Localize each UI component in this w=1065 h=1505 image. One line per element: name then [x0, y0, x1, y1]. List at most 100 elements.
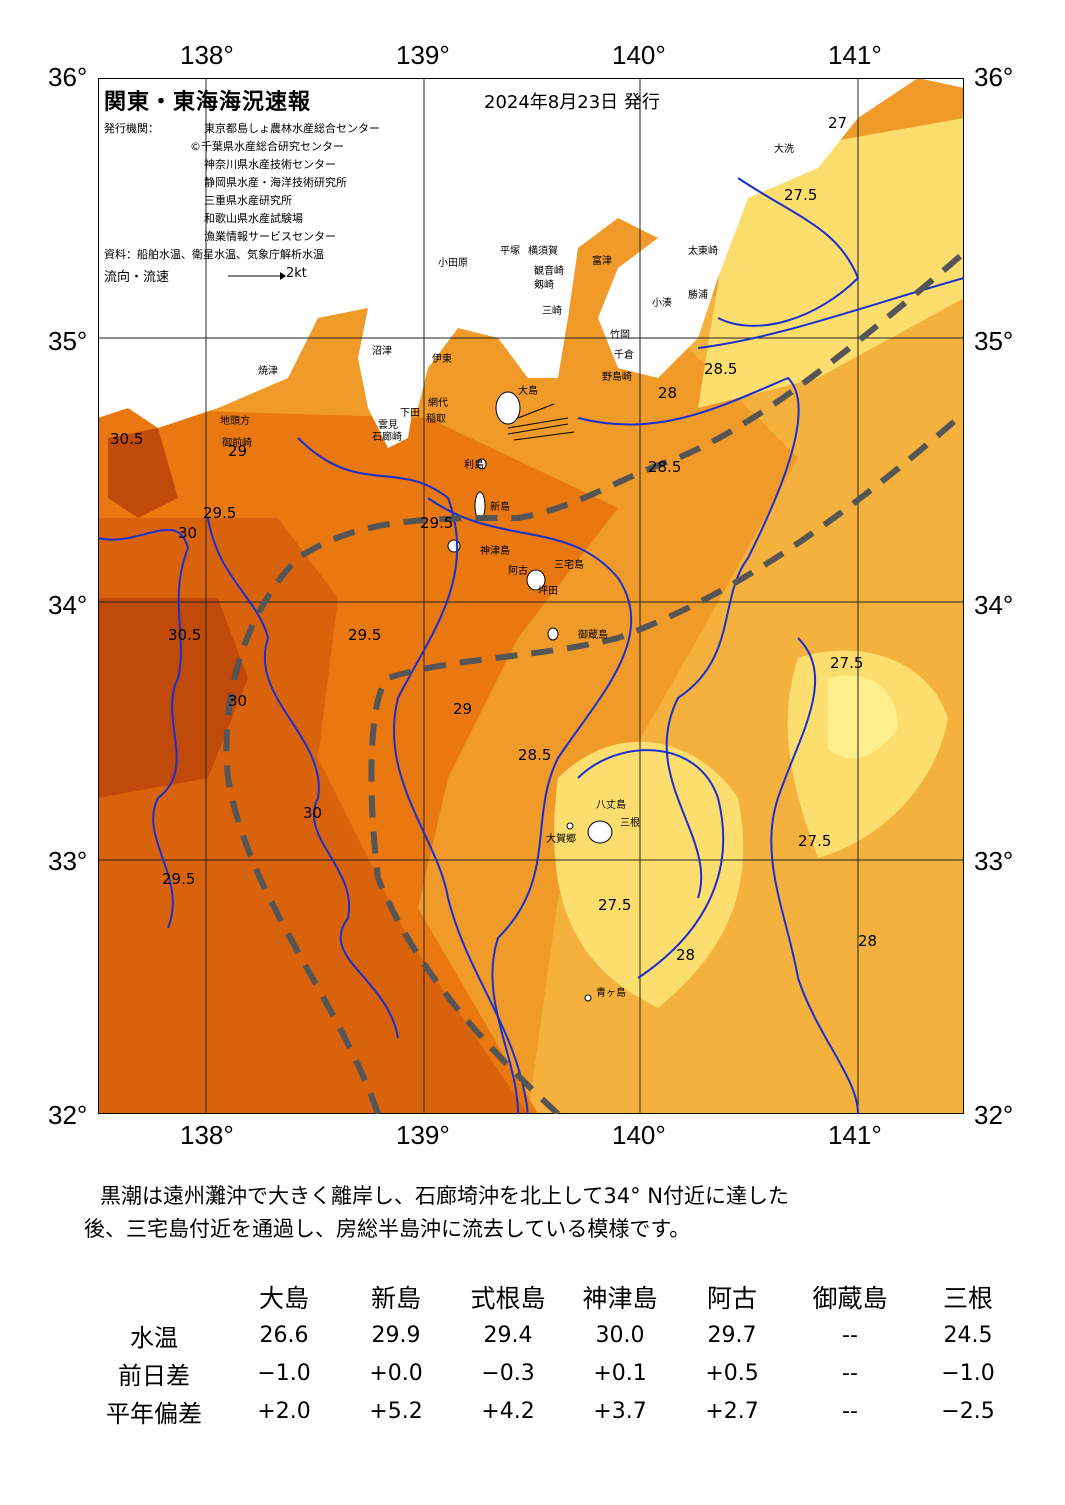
map-frame	[98, 78, 964, 1114]
table-cell: 29.9	[371, 1322, 421, 1348]
table-cell: --	[842, 1322, 858, 1348]
row-header: 平年偏差	[106, 1399, 202, 1428]
isotherm-27-5	[717, 177, 860, 327]
lat-label-right-36: 36°	[974, 62, 1014, 92]
place-names: 大島 利島 新島 神津島 三宅島 坪田 阿古 御蔵島 八丈島 三根 大賀郷 青ヶ…	[220, 142, 794, 999]
isotherm-30-west	[98, 528, 190, 929]
place-numazu: 沼津	[372, 344, 392, 357]
table-cell: −0.3	[481, 1360, 535, 1386]
place-ajiro: 網代	[428, 396, 448, 409]
iso-label-28-5-a: 28.5	[648, 458, 681, 476]
iso-label-30-5-b: 30.5	[168, 626, 201, 644]
lat-label-left-33: 33°	[48, 846, 88, 876]
summary-line: 黒潮は遠州灘沖で大きく離岸し、石廊埼沖を北上して34° N付近に達した	[100, 1184, 789, 1208]
place-inatori: 稲取	[426, 413, 446, 425]
iso-label-30-b: 30	[228, 692, 247, 710]
sea-temperature-map: 30.5 30.5 30 30 30 29.5 29.5 29.5 29.5 2…	[98, 78, 964, 1114]
lon-label-bottom-141: 141°	[828, 1120, 882, 1150]
current-arrows	[507, 403, 575, 441]
place-takeoka: 竹岡	[610, 328, 630, 341]
flow-legend-label: 流向・流速	[104, 270, 170, 285]
isotherm-29	[427, 497, 633, 1114]
row-header: 水温	[130, 1323, 178, 1352]
lon-label-top-141: 141°	[828, 40, 882, 70]
place-jitogata: 地頭方	[220, 414, 250, 427]
island-hachijokojima	[566, 822, 574, 830]
place-kannonzaki: 観音崎	[534, 264, 564, 277]
place-yokosuka: 横須賀	[528, 244, 558, 257]
table-cell: +3.7	[593, 1398, 647, 1424]
table-cell: --	[842, 1360, 858, 1386]
row-header: 前日差	[118, 1361, 190, 1390]
lat-label-left-36: 36°	[48, 62, 88, 92]
island-aogashima	[584, 994, 592, 1002]
table-cell: +2.7	[705, 1398, 759, 1424]
place-irozaki: 石廊崎	[372, 430, 402, 443]
place-katsuura: 勝浦	[688, 288, 708, 301]
graticule	[98, 78, 964, 1114]
table-cell: --	[842, 1398, 858, 1424]
lon-label-bottom-140: 140°	[612, 1120, 666, 1150]
place-tsurugizaki: 剱崎	[534, 278, 554, 291]
place-hiratsuka: 平塚	[500, 245, 520, 257]
place-tsubota: 坪田	[538, 584, 558, 597]
iso-label-27-5-a: 27.5	[784, 186, 817, 204]
iso-label-29-5-d: 29.5	[162, 870, 195, 888]
issuer-item: 三重県水産研究所	[204, 194, 292, 207]
column-header: 御蔵島	[812, 1284, 888, 1313]
sea-27-region	[828, 675, 898, 759]
table-cell: 24.5	[943, 1322, 993, 1348]
place-mikurajima: 御蔵島	[578, 628, 608, 641]
place-misaki: 三崎	[542, 304, 562, 317]
isotherm-28-5	[577, 376, 800, 899]
lat-label-right-34: 34°	[974, 590, 1014, 620]
place-miyakejima: 三宅島	[554, 558, 584, 571]
column-header: 三根	[942, 1284, 993, 1313]
table-cell: +0.0	[369, 1360, 423, 1386]
iso-label-27-5-b: 27.5	[830, 654, 863, 672]
place-oarai: 大洗	[774, 142, 794, 155]
table-cell: −1.0	[941, 1360, 995, 1386]
iso-label-30-5-a: 30.5	[110, 430, 143, 448]
isotherm-30-center	[207, 517, 399, 1039]
iso-label-28-5-c: 28.5	[518, 746, 551, 764]
lat-label-left-34: 34°	[48, 590, 88, 620]
issuer-item: 和歌山県水産試験場	[204, 212, 303, 225]
flow-scale-arrow-icon	[228, 272, 286, 280]
isotherm-29-5	[297, 437, 529, 1114]
island-toshima	[477, 458, 487, 470]
place-kominato: 小湊	[652, 296, 672, 309]
station-observation-table: 大島 新島 式根島 神津島 阿古 御蔵島 三根 水温 26.6 29.9 29.…	[80, 1278, 1024, 1430]
place-taitozaki: 太東崎	[688, 244, 718, 257]
table-cell: 29.4	[483, 1322, 533, 1348]
table-corner	[80, 1278, 228, 1316]
issuer-item: ©千葉県水産総合研究センター	[190, 140, 344, 153]
flow-scale-value: 2kt	[286, 266, 307, 281]
place-ako: 阿古	[508, 564, 528, 577]
land-honshu	[98, 78, 964, 428]
lon-label-bottom-138: 138°	[180, 1120, 234, 1150]
table-cell: +4.2	[481, 1398, 535, 1424]
lon-label-top-139: 139°	[396, 40, 450, 70]
lon-label-bottom-139: 139°	[396, 1120, 450, 1150]
place-hachijojima: 八丈島	[596, 798, 626, 811]
island-kozushima	[447, 539, 461, 553]
issuer-label: 発行機関：	[104, 122, 159, 135]
column-header: 神津島	[582, 1284, 658, 1313]
table-cell: 29.7	[707, 1322, 757, 1348]
sea-30-5-region-2	[108, 428, 178, 518]
column-header: 新島	[370, 1284, 421, 1313]
iso-label-29-b: 29	[453, 700, 472, 718]
place-shimoda: 下田	[400, 408, 420, 419]
iso-label-30-c: 30	[303, 804, 322, 822]
iso-label-29-5-b: 29.5	[348, 626, 381, 644]
place-mitsune: 三根	[620, 816, 640, 829]
iso-label-27-5-d: 27.5	[798, 832, 831, 850]
lon-label-top-138: 138°	[180, 40, 234, 70]
isotherm-labels: 30.5 30.5 30 30 30 29.5 29.5 29.5 29.5 2…	[110, 114, 877, 964]
place-kumomi: 雲見	[378, 419, 398, 431]
table-cell: +0.5	[705, 1360, 759, 1386]
table-cell: −1.0	[257, 1360, 311, 1386]
sea-27-5-region-hachijo	[554, 741, 744, 1008]
place-toshima: 利島	[464, 458, 484, 471]
